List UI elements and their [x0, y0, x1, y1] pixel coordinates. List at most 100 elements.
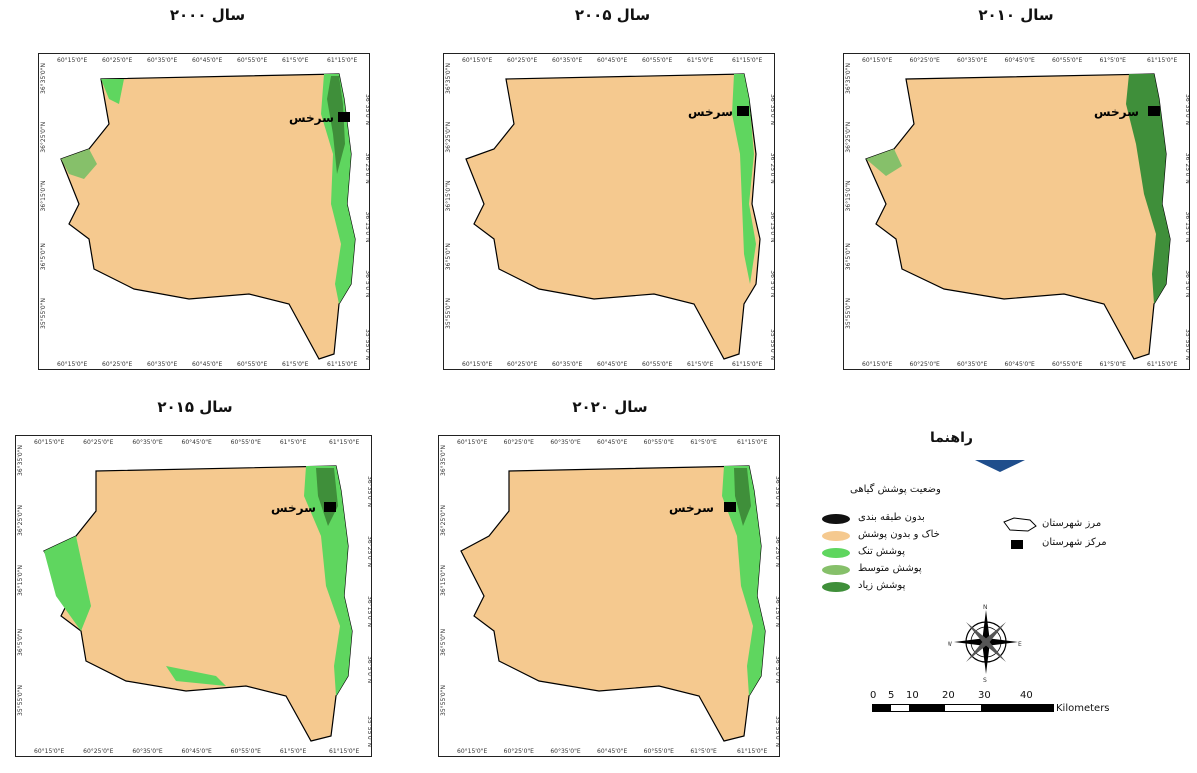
x-tick-label: 60°15'0"E: [34, 439, 64, 446]
x-tick-label: 60°45'0"E: [182, 748, 212, 755]
y-tick-label: 35°55'0"N: [40, 298, 47, 329]
x-tick-label: 61°5'0"E: [687, 361, 714, 368]
x-tick-label: 61°5'0"E: [280, 439, 307, 446]
center-label: مرکز شهرستان: [1042, 537, 1107, 548]
x-tick-label: 60°35'0"E: [552, 361, 582, 368]
x-tick-label: 60°25'0"E: [504, 748, 534, 755]
x-tick-label: 61°15'0"E: [329, 748, 359, 755]
x-tick-label: 60°45'0"E: [597, 439, 627, 446]
x-tick-label: 60°45'0"E: [597, 57, 627, 64]
y-tick-label: 36°5'0"N: [40, 243, 47, 270]
city-marker: [1148, 106, 1160, 116]
y-tick-label: 36°15'0"N: [440, 565, 447, 596]
map-panel-2015: سال ۲۰۱۵ سرخس 60°15'0"E 60°15'0"E 60°25'0"…: [5, 398, 385, 773]
x-tick-label: 61°15'0"E: [329, 439, 359, 446]
scale-tick-label: 40: [1020, 690, 1033, 701]
x-tick-label: 60°55'0"E: [1052, 361, 1082, 368]
y-tick-label: 36°25'0"N: [1184, 153, 1189, 184]
map-panel-2020: سال ۲۰۲۰ سرخس 60°15'0"E 60°15'0"E 60°25'0"…: [430, 398, 790, 773]
x-tick-label: 60°25'0"E: [83, 748, 113, 755]
panel-title: سال ۲۰۰۰: [169, 6, 246, 24]
y-tick-label: 35°55'0"N: [845, 298, 852, 329]
x-tick-label: 60°55'0"E: [642, 57, 672, 64]
x-tick-label: 60°15'0"E: [57, 57, 87, 64]
y-tick-label: 36°35'0"N: [845, 63, 852, 94]
y-tick-label: 35°55'0"N: [445, 298, 452, 329]
map-frame: سرخس 60°15'0"E 60°15'0"E 60°25'0"E 60°25'0"…: [15, 435, 372, 757]
x-tick-label: 61°15'0"E: [732, 57, 762, 64]
x-tick-label: 61°5'0"E: [690, 439, 717, 446]
y-tick-label: 36°25'0"N: [17, 505, 24, 536]
dense-vegetation-strip: [321, 74, 355, 304]
y-tick-label: 36°25'0"N: [366, 536, 371, 567]
x-tick-label: 60°45'0"E: [597, 748, 627, 755]
x-tick-label: 61°15'0"E: [1147, 361, 1177, 368]
x-tick-label: 60°55'0"E: [644, 439, 674, 446]
scale-tick-label: 20: [942, 690, 955, 701]
x-tick-label: 60°35'0"E: [550, 439, 580, 446]
x-tick-label: 60°15'0"E: [862, 361, 892, 368]
y-tick-label: 36°25'0"N: [364, 153, 369, 184]
scale-unit: Kilometers: [1056, 703, 1110, 714]
x-tick-label: 60°45'0"E: [1005, 361, 1035, 368]
legend-item-label: پوشش تنک: [858, 546, 906, 557]
y-tick-label: 35°55'0"N: [366, 716, 371, 747]
x-tick-label: 60°25'0"E: [504, 439, 534, 446]
y-tick-label: 36°15'0"N: [774, 596, 779, 627]
y-tick-label: 36°15'0"N: [17, 565, 24, 596]
compass-north: N: [983, 604, 988, 611]
legend-swatch: [822, 531, 850, 541]
y-tick-label: 36°35'0"N: [445, 63, 452, 94]
x-tick-label: 60°55'0"E: [237, 57, 267, 64]
x-tick-label: 60°25'0"E: [102, 361, 132, 368]
x-tick-label: 60°25'0"E: [910, 57, 940, 64]
legend-arrow-icon: [975, 460, 1025, 472]
x-tick-label: 60°15'0"E: [57, 361, 87, 368]
compass-south: S: [983, 677, 987, 682]
y-tick-label: 35°55'0"N: [769, 329, 774, 360]
x-tick-label: 60°15'0"E: [862, 57, 892, 64]
x-tick-label: 60°35'0"E: [132, 748, 162, 755]
y-tick-label: 35°55'0"N: [440, 685, 447, 716]
x-tick-label: 61°15'0"E: [1147, 57, 1177, 64]
x-tick-label: 61°5'0"E: [1100, 361, 1127, 368]
compass-rose-icon: N S E W: [948, 604, 1022, 682]
y-tick-label: 36°35'0"N: [40, 63, 47, 94]
y-tick-label: 36°25'0"N: [445, 122, 452, 153]
panel-title: سال ۲۰۰۵: [574, 6, 651, 24]
sparse-vegetation-nw: [101, 79, 124, 104]
x-tick-label: 60°55'0"E: [642, 361, 672, 368]
y-tick-label: 36°5'0"N: [17, 629, 24, 656]
x-tick-label: 61°5'0"E: [690, 748, 717, 755]
panel-title: سال ۲۰۱۰: [978, 6, 1054, 24]
legend-subtitle: وضعیت پوشش گیاهی: [850, 484, 941, 495]
x-tick-label: 60°25'0"E: [910, 361, 940, 368]
map-svg: سرخس 60°15'0"E 60°15'0"E 60°25'0"E 60°25'0"…: [40, 57, 369, 368]
city-label: سرخس: [669, 501, 714, 515]
x-tick-label: 60°15'0"E: [462, 57, 492, 64]
sparse-vegetation-west: [44, 536, 91, 631]
sparse-vegetation-west: [61, 149, 97, 179]
x-tick-label: 61°5'0"E: [282, 361, 309, 368]
x-tick-label: 60°25'0"E: [507, 361, 537, 368]
legend-title: راهنما: [930, 430, 973, 446]
x-tick-label: 60°15'0"E: [457, 748, 487, 755]
y-tick-label: 36°15'0"N: [845, 181, 852, 212]
map-svg: سرخس 60°15'0"E 60°15'0"E 60°25'0"E 60°25'0"…: [440, 439, 779, 755]
legend-swatch: [822, 514, 850, 524]
map-svg: سرخس 60°15'0"E 60°15'0"E 60°25'0"E 60°25'0"…: [445, 57, 774, 368]
x-tick-label: 60°35'0"E: [147, 361, 177, 368]
x-tick-label: 61°5'0"E: [687, 57, 714, 64]
y-tick-label: 36°15'0"N: [769, 212, 774, 243]
y-tick-label: 36°35'0"N: [366, 476, 371, 507]
y-tick-label: 36°5'0"N: [845, 243, 852, 270]
city-label: سرخس: [271, 501, 316, 515]
sparse-vegetation-center: [166, 666, 226, 686]
dense-vegetation-strip: [1126, 74, 1170, 304]
y-tick-label: 36°5'0"N: [366, 656, 371, 683]
legend-swatch: [822, 582, 850, 592]
scale-tick-label: 30: [978, 690, 991, 701]
x-tick-label: 60°35'0"E: [957, 57, 987, 64]
y-tick-label: 36°25'0"N: [40, 122, 47, 153]
scale-bar: [872, 704, 1054, 712]
